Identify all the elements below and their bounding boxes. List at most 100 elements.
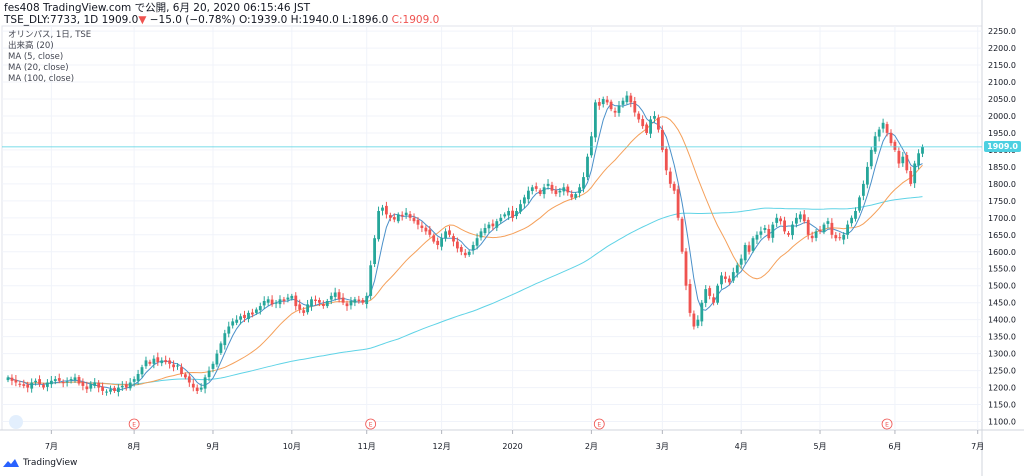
legend-volume[interactable]: 出来高 (20) (8, 41, 54, 51)
price-tick-label: 1400.0 (988, 316, 1016, 325)
legend-ma5[interactable]: MA (5, close) (8, 52, 64, 62)
candle-body (46, 382, 49, 387)
candle-body (195, 387, 199, 391)
candle-body (787, 233, 790, 235)
candle-body (854, 211, 857, 219)
candle-body (471, 245, 475, 251)
candle-body (743, 245, 747, 261)
candle-body (503, 214, 507, 217)
candle-body (286, 297, 290, 300)
candle-body (314, 299, 317, 301)
candle-body (479, 231, 483, 238)
tradingview-logo-icon (3, 459, 19, 467)
candle-body (597, 102, 601, 106)
candle-body (6, 377, 10, 381)
candle-body (365, 295, 369, 304)
candle-body (499, 217, 503, 222)
candle-body (215, 353, 219, 365)
price-tick-label: 1100.0 (988, 418, 1016, 427)
publish-line: fes408 TradingView.com で公開, 6月 20, 2020 … (4, 2, 311, 14)
candle-body (353, 299, 357, 303)
candle-body (775, 217, 779, 223)
candle-body (389, 215, 392, 218)
candle-body (672, 183, 676, 191)
candle-body (239, 316, 242, 320)
candle-body (566, 186, 570, 193)
candle-body (73, 377, 77, 381)
candle-body (132, 379, 136, 382)
candle-body (590, 136, 593, 156)
price-tick-label: 1350.0 (988, 333, 1016, 342)
candle-body (440, 238, 443, 247)
candle-body (763, 228, 767, 230)
candle-body (251, 312, 254, 315)
earnings-marker-label: E (132, 422, 136, 429)
candle-body (869, 149, 873, 167)
candle-body (838, 237, 842, 239)
candle-body (909, 171, 913, 184)
candle-body (278, 299, 282, 305)
earnings-marker-label: E (885, 422, 889, 429)
candle-body (720, 275, 723, 285)
candle-body (77, 377, 81, 384)
candle-body (140, 367, 144, 375)
candle-body (310, 299, 313, 307)
candle-body (866, 166, 869, 185)
candle-body (266, 299, 270, 303)
time-tick-label: 11月 (358, 442, 376, 451)
candle-body (30, 382, 34, 389)
candle-body (247, 312, 250, 319)
candle-body (207, 370, 211, 378)
price-tick-label: 1450.0 (988, 299, 1016, 308)
legend-ma20[interactable]: MA (20, close) (8, 63, 69, 73)
candle-body (791, 224, 794, 236)
legend-title[interactable]: オリンパス, 1日, TSE (8, 30, 92, 40)
candle-body (93, 382, 97, 386)
candle-body (400, 214, 404, 217)
candle-body (180, 367, 183, 374)
candle-body (483, 228, 487, 234)
candle-body (735, 265, 739, 273)
candle-body (117, 387, 120, 392)
candle-body (345, 303, 349, 307)
candle-body (688, 284, 692, 313)
candle-body (877, 129, 881, 137)
time-tick-label: 4月 (735, 442, 748, 451)
candle-body (34, 380, 37, 383)
candle-body (428, 229, 432, 235)
time-tick-label: 7月 (971, 442, 984, 451)
price-tick-label: 1650.0 (988, 231, 1016, 240)
candle-body (274, 302, 278, 304)
candle-body (176, 365, 179, 367)
candle-body (810, 235, 814, 239)
candle-body (109, 389, 112, 392)
candle-body (341, 297, 345, 303)
footer-brand[interactable]: TradingView (23, 458, 78, 468)
candle-body (802, 214, 806, 222)
candle-body (893, 141, 897, 150)
candle-body (668, 171, 672, 184)
candle-body (22, 384, 26, 386)
price-tick-label: 2050.0 (988, 95, 1016, 104)
candle-body (385, 205, 388, 215)
legend-ma100[interactable]: MA (100, close) (8, 74, 75, 84)
candle-body (684, 251, 688, 286)
candle-body (404, 212, 408, 216)
candle-body (361, 300, 365, 303)
price-tick-label: 1600.0 (988, 248, 1016, 257)
candle-body (184, 374, 187, 378)
candle-body (645, 124, 648, 133)
earnings-marker (881, 418, 893, 430)
candle-body (708, 288, 712, 296)
candle-body (885, 124, 889, 133)
candle-body (889, 132, 893, 144)
candle-body (10, 377, 14, 381)
candle-body (243, 314, 246, 318)
candle-body (653, 116, 656, 119)
price-tick-label: 1200.0 (988, 384, 1016, 393)
candle-body (716, 285, 719, 303)
candle-body (235, 319, 239, 323)
candle-body (826, 221, 830, 224)
candle-body (38, 379, 41, 385)
